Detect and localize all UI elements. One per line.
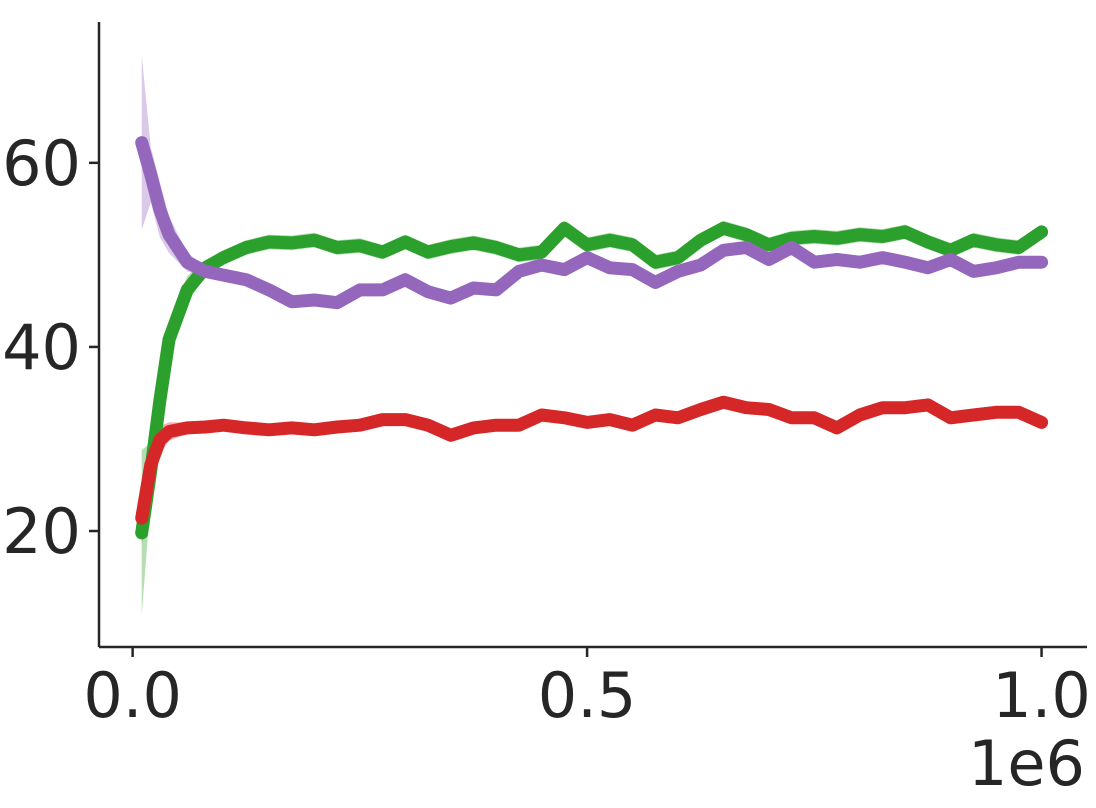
x-offset-label: 1e6 [968, 727, 1085, 800]
error-band [141, 55, 1042, 309]
y-tick-label: 20 [2, 495, 81, 568]
y-tick-label: 60 [2, 127, 81, 200]
y-tick-label: 40 [2, 311, 81, 384]
x-tick-label: 0.0 [83, 659, 182, 732]
x-tick-label: 0.5 [538, 659, 637, 732]
line [135, 395, 1049, 525]
line [135, 136, 1049, 310]
x-tick-label: 1.0 [992, 659, 1091, 732]
line [135, 221, 1049, 540]
